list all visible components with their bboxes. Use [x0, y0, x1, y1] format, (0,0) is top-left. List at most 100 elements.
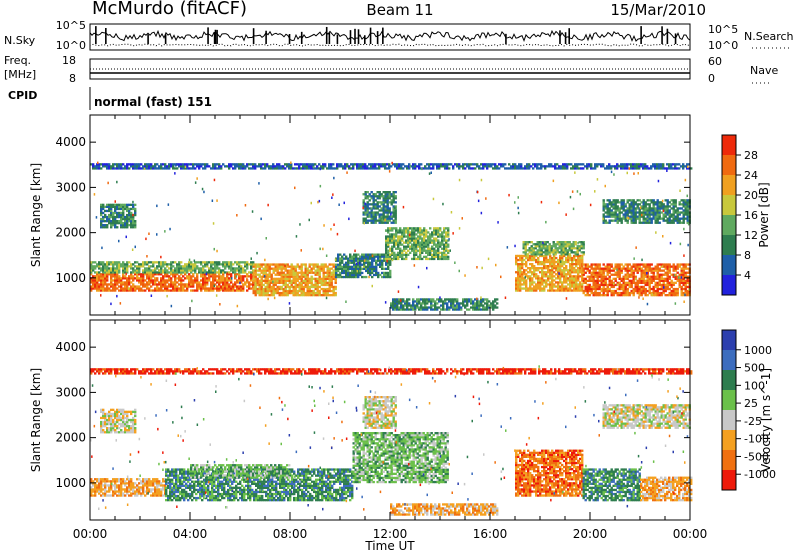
- echo-cell: [328, 267, 331, 270]
- echo-cell: [642, 281, 645, 284]
- echo-cell: [148, 267, 151, 270]
- echo-cell: [443, 239, 446, 242]
- echo-cell: [575, 289, 578, 292]
- echo-cell: [434, 306, 437, 309]
- echo-cell: [567, 283, 570, 286]
- echo-cell: [529, 275, 532, 278]
- echo-cell: [132, 205, 135, 208]
- echo-cell: [632, 277, 635, 280]
- echo-cell: [284, 294, 287, 297]
- echo-cell: [208, 277, 211, 280]
- echo-cell: [526, 243, 529, 246]
- echo-cell: [568, 249, 571, 252]
- echo-cell: [345, 273, 348, 277]
- echo-cell: [108, 215, 111, 219]
- echo-cell: [624, 209, 627, 212]
- echo-cell: [162, 265, 165, 268]
- echo-cell: [124, 222, 127, 225]
- echo-cell: [447, 229, 450, 232]
- echo-cell: [190, 261, 193, 264]
- echo-cell: [347, 271, 350, 275]
- echo-cell: [170, 285, 173, 288]
- echo-cell: [588, 277, 591, 280]
- echo-cell: [172, 261, 175, 264]
- echo-cell: [359, 257, 362, 260]
- echo-cell: [316, 291, 319, 295]
- echo-cell: [353, 267, 356, 270]
- echo-cell: [572, 251, 575, 254]
- echo-cell: [636, 205, 639, 208]
- echo-cell: [306, 291, 309, 295]
- echo-cell: [120, 289, 123, 292]
- echo-cell: [134, 165, 137, 168]
- echo-cell: [184, 167, 187, 170]
- echo-cell: [294, 265, 297, 268]
- echo-cell: [316, 283, 319, 287]
- echo-cell: [222, 287, 225, 290]
- echo-cell: [632, 291, 635, 295]
- echo-cell: [264, 277, 267, 280]
- echo-cell: [456, 302, 459, 305]
- echo-cell: [308, 291, 311, 295]
- echo-cell: [604, 287, 607, 291]
- echo-cell: [386, 203, 389, 206]
- echo-cell: [650, 269, 653, 272]
- echo-cell: [632, 265, 635, 268]
- echo-cell: [594, 287, 597, 291]
- echo-cell: [620, 205, 623, 208]
- echo-cell: [334, 277, 337, 280]
- echo-cell: [276, 265, 279, 268]
- echo-cell: [210, 261, 213, 264]
- echo-cell: [422, 302, 425, 305]
- echo-cell: [618, 275, 621, 278]
- echo-cell: [654, 283, 657, 287]
- echo-cell: [94, 261, 97, 264]
- echo-cell: [264, 265, 267, 268]
- echo-cell: [561, 273, 564, 276]
- echo-cell: [393, 239, 396, 242]
- echo-cell: [666, 213, 669, 216]
- echo-cell: [264, 291, 267, 295]
- echo-cell: [648, 267, 651, 270]
- echo-cell: [533, 267, 536, 270]
- echo-cell: [421, 251, 424, 254]
- echo-cell: [405, 227, 408, 230]
- echo-cell: [374, 215, 377, 218]
- echo-cell: [572, 245, 575, 248]
- echo-cell: [608, 283, 611, 287]
- echo-cell: [672, 267, 675, 270]
- echo-cell: [407, 243, 410, 246]
- echo-cell: [256, 277, 259, 280]
- echo-cell: [206, 165, 209, 168]
- echo-cell: [212, 279, 215, 282]
- echo-cell: [588, 289, 591, 293]
- echo-cell: [646, 281, 649, 284]
- echo-cell: [371, 263, 374, 266]
- echo-cell: [424, 300, 427, 303]
- echo-cell: [260, 294, 263, 297]
- echo-cell: [212, 269, 215, 272]
- echo-cell: [608, 269, 611, 272]
- echo-cell: [662, 263, 665, 266]
- echo-cell: [118, 261, 121, 264]
- echo-cell: [166, 271, 169, 274]
- echo-cell: [310, 275, 313, 278]
- echo-cell: [576, 249, 579, 252]
- echo-cell: [374, 219, 377, 222]
- echo-cell: [260, 289, 263, 293]
- echo-cell: [385, 235, 388, 238]
- echo-cell: [464, 306, 467, 309]
- echo-cell: [620, 283, 623, 287]
- echo-cell: [116, 279, 119, 282]
- echo-cell: [158, 287, 161, 290]
- echo-cell: [318, 265, 321, 268]
- echo-cell: [172, 265, 175, 268]
- echo-cell: [220, 287, 223, 290]
- echo-cell: [433, 227, 436, 230]
- echo-cell: [414, 163, 417, 166]
- echo-cell: [684, 211, 687, 214]
- echo-cell: [355, 253, 358, 256]
- echo-cell: [409, 251, 412, 254]
- echo-cell: [357, 263, 360, 266]
